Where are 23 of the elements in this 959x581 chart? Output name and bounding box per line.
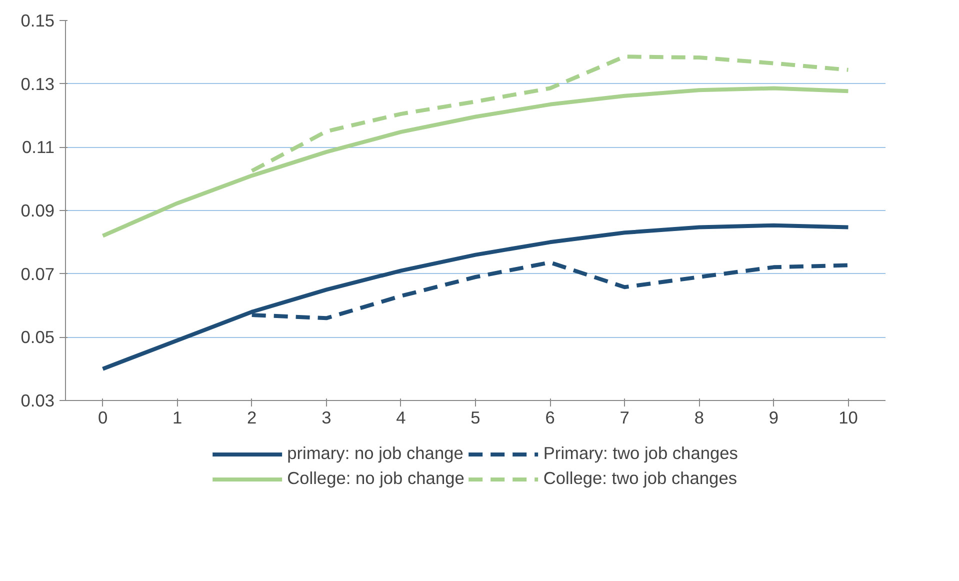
x-tick-label: 0: [98, 408, 108, 428]
x-tick-label: 10: [838, 408, 858, 428]
x-tick-label: 2: [247, 408, 257, 428]
x-tick-label: 5: [470, 408, 480, 428]
y-tick-label: 0.09: [20, 200, 55, 220]
x-tick-label: 6: [545, 408, 555, 428]
y-tick-label: 0.13: [20, 74, 55, 94]
legend-label: primary: no job change: [287, 443, 464, 464]
line-series: [100, 223, 850, 371]
y-tick-label: 0.15: [20, 10, 55, 30]
y-tick-label: 0.05: [20, 327, 55, 348]
x-tick-label: 1: [172, 408, 182, 428]
y-tick-label: 0.07: [20, 264, 55, 284]
x-tick-label: 8: [694, 408, 704, 428]
legend-label: College: two job changes: [543, 468, 737, 489]
x-tick-label: 4: [396, 408, 406, 428]
x-tick-label: 7: [620, 408, 630, 428]
y-tick-label: 0.03: [20, 390, 55, 410]
y-tick-label: 0.11: [22, 137, 55, 158]
legend-label: Primary: two job changes: [543, 443, 738, 464]
legend-label: College: no job change: [287, 468, 464, 489]
x-tick-label: 9: [768, 408, 779, 428]
x-tick-label: 3: [322, 408, 332, 428]
